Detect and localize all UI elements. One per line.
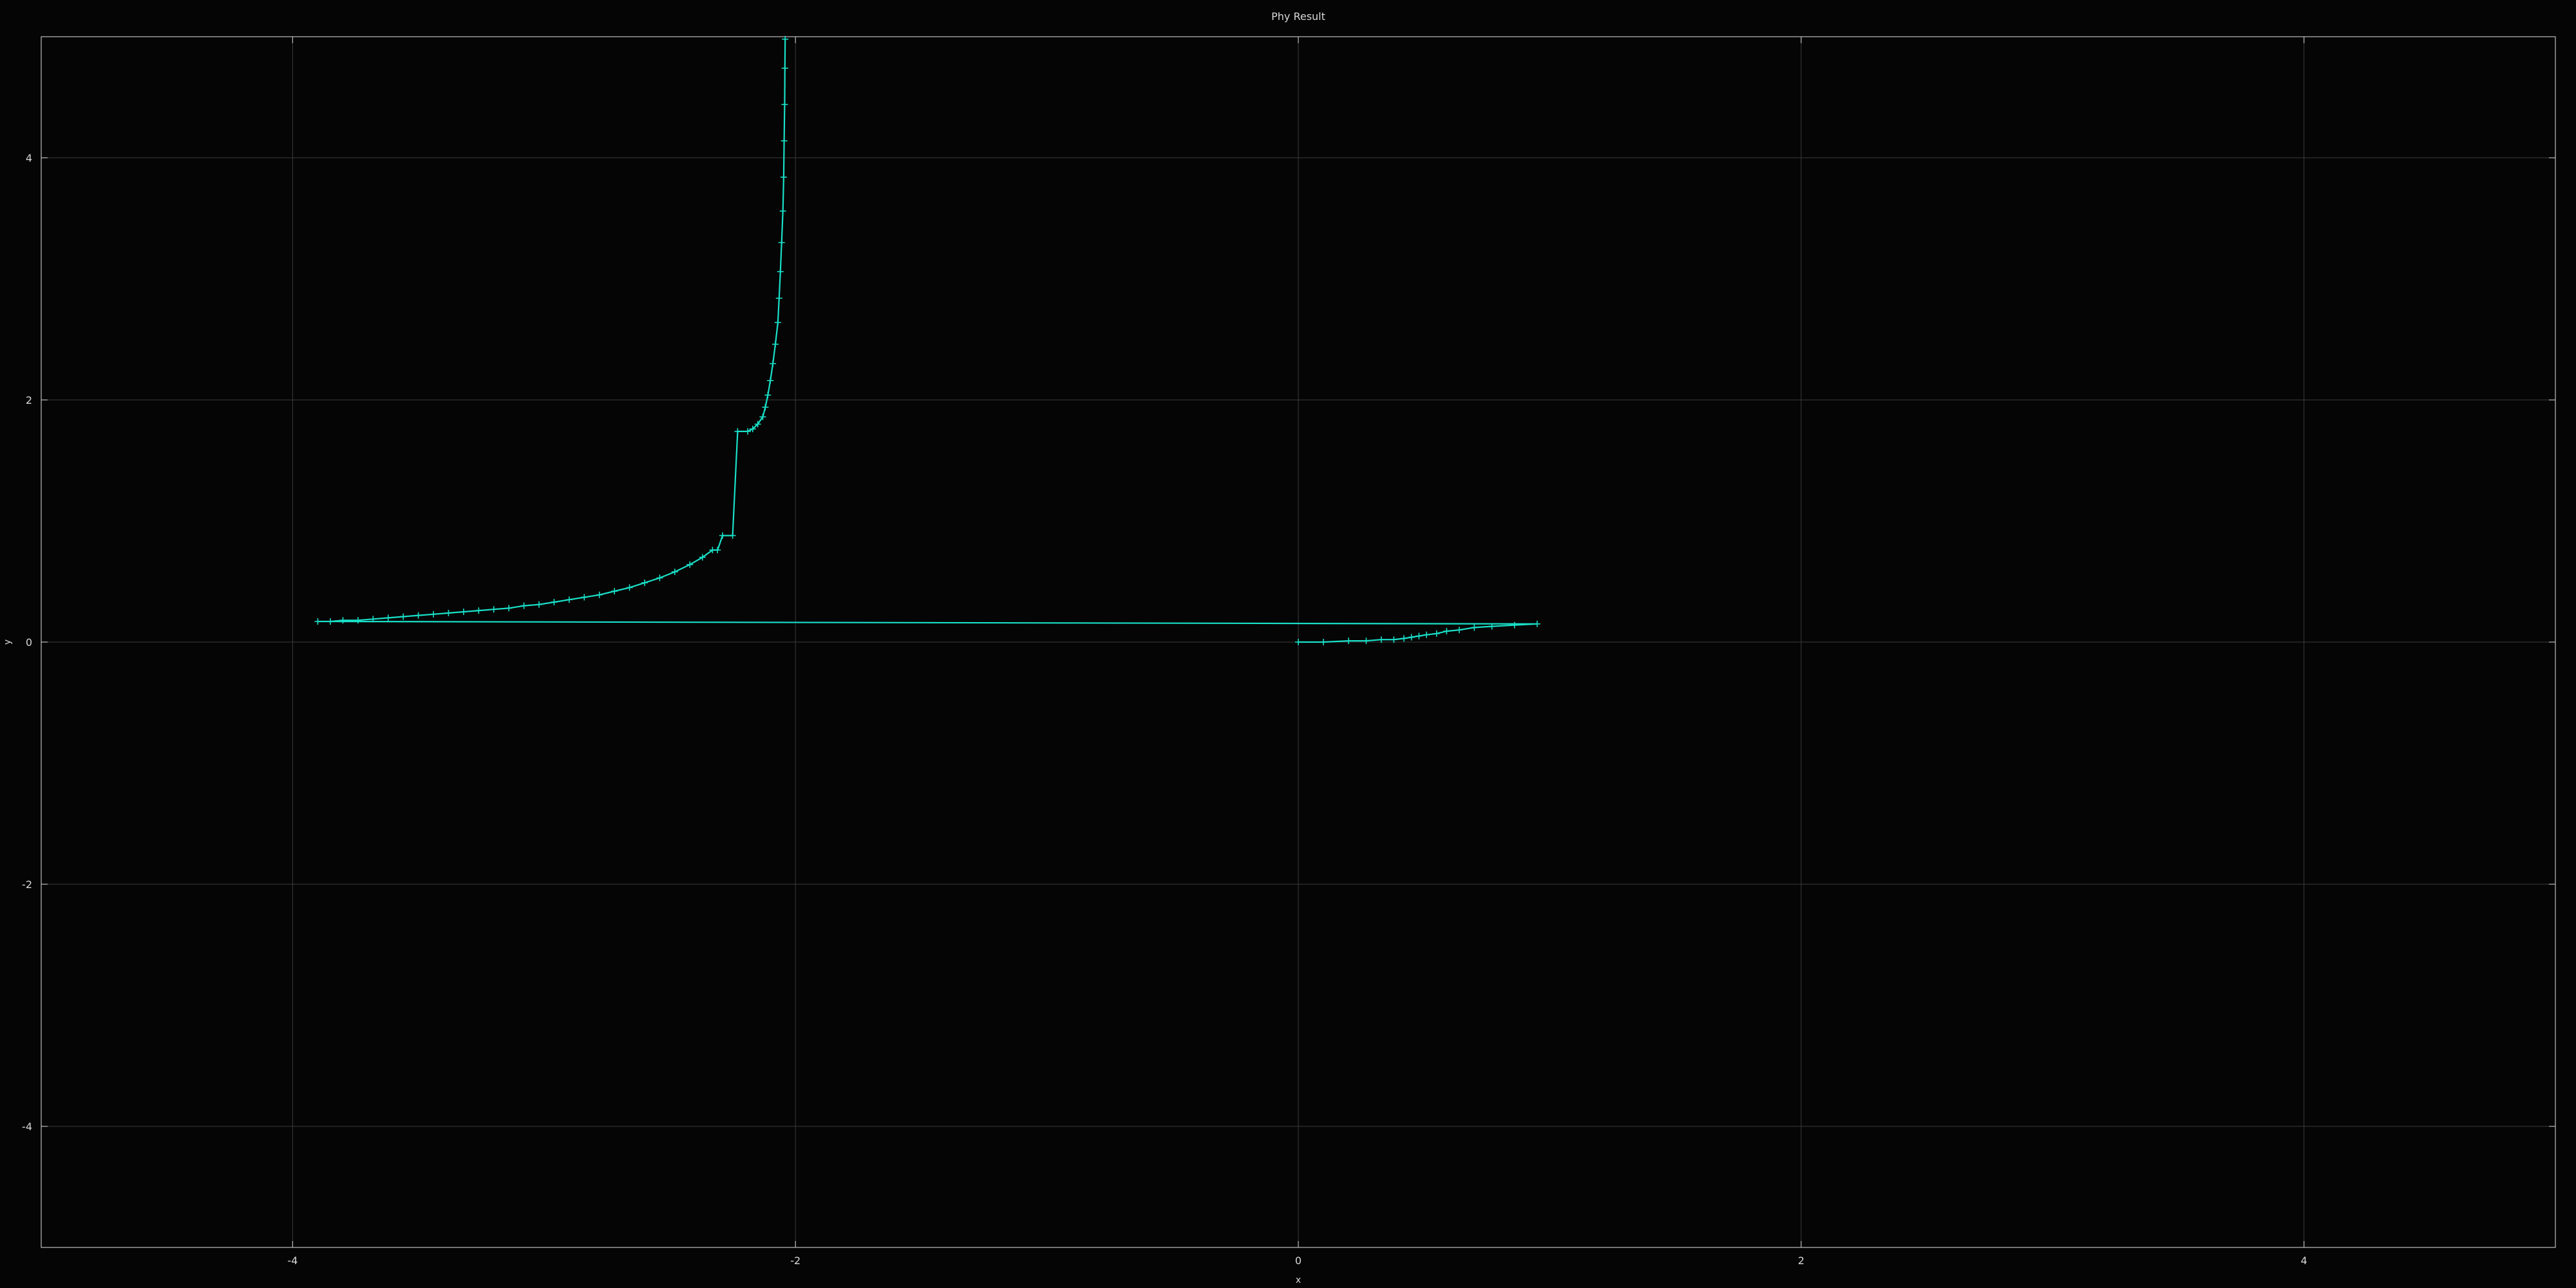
x-tick-label: 2: [1798, 1255, 1804, 1267]
data-point: [687, 561, 694, 568]
data-point: [774, 319, 781, 326]
data-point: [671, 568, 678, 575]
data-point: [1400, 635, 1407, 642]
data-point: [775, 295, 782, 302]
data-point: [782, 35, 789, 43]
data-point: [749, 426, 756, 433]
data-point: [370, 616, 377, 623]
data-point: [778, 239, 785, 246]
data-point: [581, 594, 588, 601]
data-point: [445, 609, 452, 616]
data-point: [596, 591, 603, 598]
x-tick-label: 0: [1295, 1255, 1302, 1267]
x-tick-label: -2: [790, 1255, 800, 1267]
x-tick-label: 4: [2301, 1255, 2307, 1267]
data-point: [699, 554, 706, 561]
data-point: [729, 532, 736, 539]
data-point: [1471, 624, 1478, 631]
data-point: [734, 428, 741, 435]
axis-ticks: -4 -2 0 2 4 -4 -2 0 2 4: [22, 37, 2555, 1267]
data-point: [767, 377, 774, 384]
data-point: [759, 413, 766, 421]
data-point: [460, 609, 467, 615]
data-point: [339, 617, 346, 624]
y-tick-label: 0: [26, 636, 32, 649]
data-point: [781, 101, 788, 108]
x-tick-label: -4: [287, 1255, 298, 1267]
data-point: [506, 605, 513, 612]
data-point: [779, 207, 786, 214]
data-point: [400, 613, 407, 620]
x-axis-label: x: [1296, 1275, 1301, 1285]
data-point: [1390, 636, 1397, 643]
data-point: [1320, 639, 1327, 645]
data-point: [430, 611, 437, 618]
data-point: [1378, 636, 1385, 643]
chart-title: Phy Result: [1271, 10, 1325, 23]
data-point: [641, 579, 648, 586]
data-point: [520, 602, 527, 609]
data-point: [1423, 631, 1430, 638]
data-point: [1363, 638, 1370, 645]
data-point: [781, 137, 788, 144]
data-point: [475, 607, 482, 614]
data-point: [1455, 627, 1463, 634]
data-point: [327, 618, 334, 625]
grid-lines: [41, 37, 2555, 1247]
data-point: [314, 618, 321, 625]
data-point: [781, 64, 788, 71]
data-point: [1433, 630, 1440, 637]
y-tick-label: 4: [26, 152, 32, 164]
data-point: [1416, 632, 1423, 639]
data-point: [1345, 638, 1352, 645]
data-point: [415, 612, 422, 619]
data-point: [656, 574, 663, 582]
data-point: [490, 606, 497, 613]
data-point: [565, 596, 573, 603]
y-tick-label: -4: [22, 1121, 32, 1133]
data-point: [754, 421, 761, 428]
data-point: [1488, 623, 1495, 630]
y-axis-label: y: [3, 639, 13, 645]
data-point: [777, 268, 784, 275]
data-point: [764, 392, 772, 399]
data-point: [714, 547, 721, 554]
data-series: [314, 35, 1540, 645]
data-point: [772, 341, 779, 348]
y-tick-label: -2: [22, 878, 32, 891]
data-point: [1443, 628, 1450, 635]
data-point: [1511, 621, 1518, 629]
data-point: [626, 584, 633, 591]
data-point: [719, 532, 726, 539]
data-point: [354, 617, 361, 624]
data-point: [551, 598, 558, 605]
data-point: [744, 428, 752, 435]
data-point: [1533, 620, 1540, 627]
data-point: [1295, 639, 1302, 645]
data-point: [611, 588, 618, 595]
data-point: [762, 404, 769, 411]
data-point: [535, 601, 542, 608]
data-point: [384, 614, 392, 621]
data-point: [770, 360, 777, 367]
y-tick-label: 2: [26, 394, 32, 406]
data-point: [1408, 634, 1415, 641]
data-point: [780, 174, 787, 181]
